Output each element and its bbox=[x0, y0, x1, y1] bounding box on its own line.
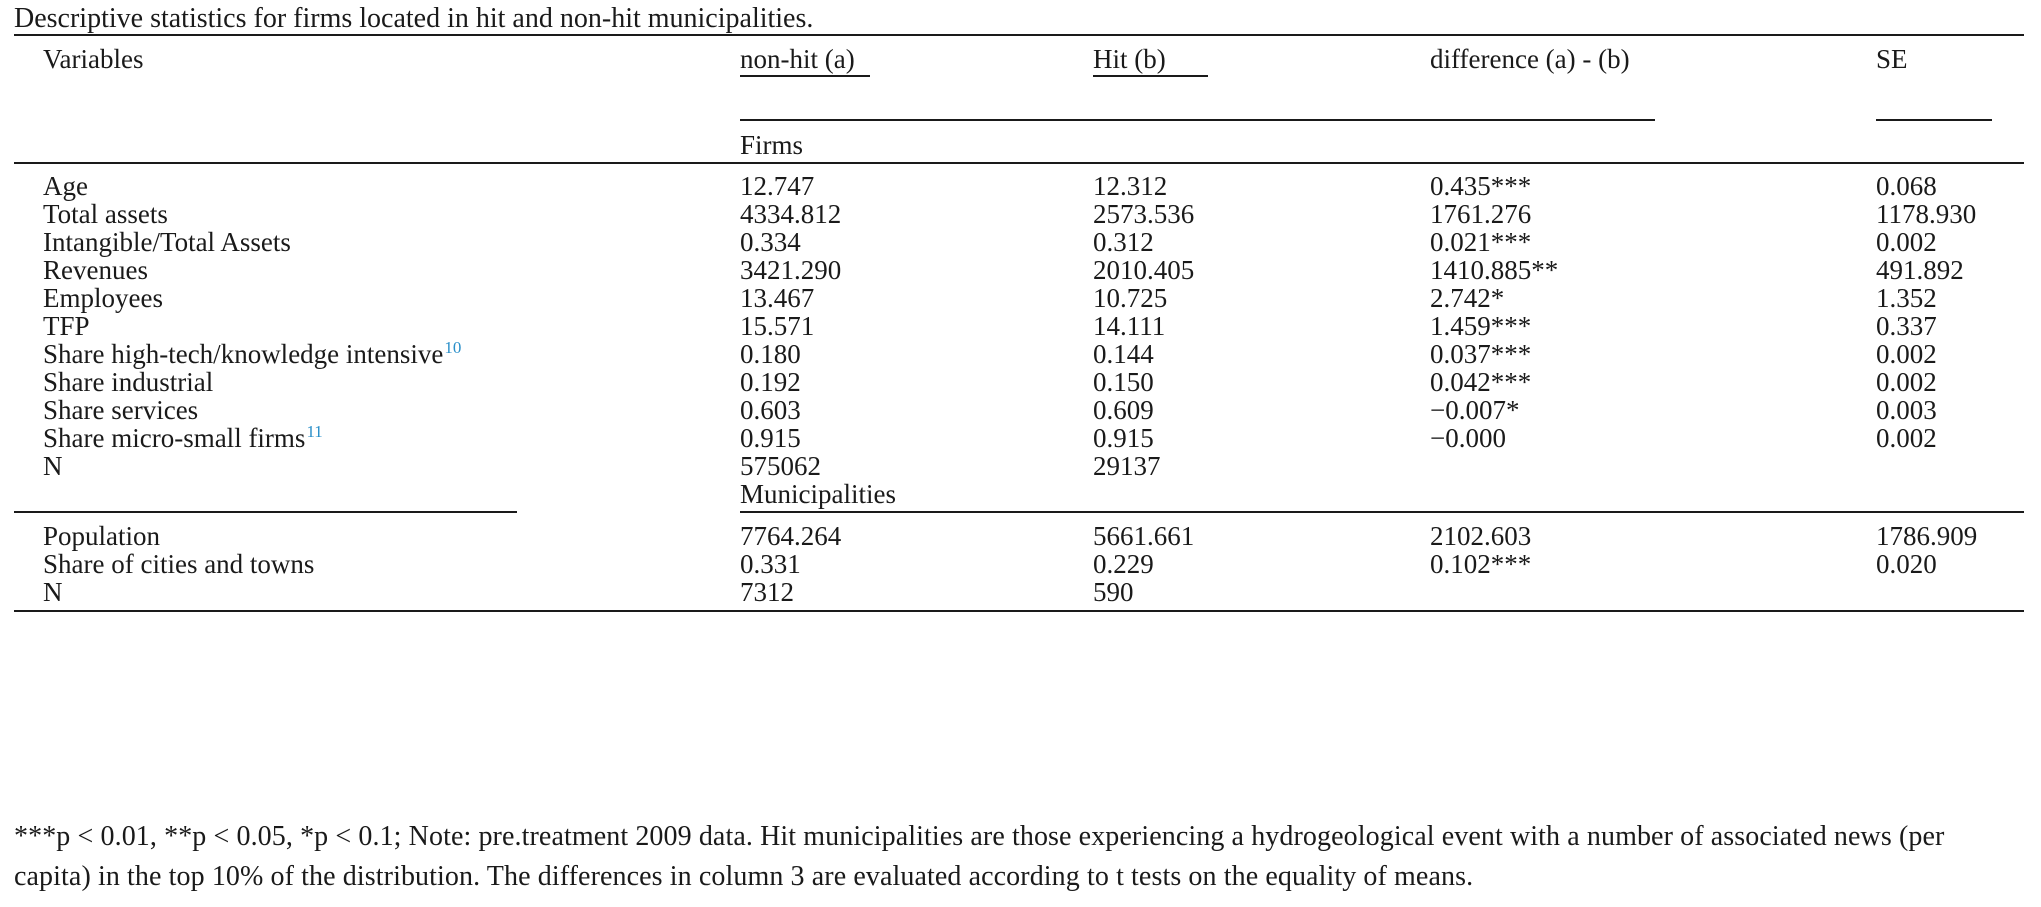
cell-nonhit: 0.603 bbox=[740, 395, 801, 425]
cell-se: 491.892 bbox=[1876, 255, 1964, 285]
row-label: N bbox=[43, 577, 63, 607]
row-label: Population bbox=[43, 521, 161, 551]
cell-diff: −0.007* bbox=[1430, 395, 1520, 425]
cell-hit: 10.725 bbox=[1093, 283, 1168, 313]
bottom-rule bbox=[14, 610, 2024, 612]
cell-nonhit: 7312 bbox=[740, 577, 794, 607]
top-rule bbox=[14, 34, 2024, 36]
cell-nonhit: 0.331 bbox=[740, 549, 801, 579]
cell-hit: 0.229 bbox=[1093, 549, 1154, 579]
cell-diff: 2.742* bbox=[1430, 283, 1505, 313]
cell-diff: −0.000 bbox=[1430, 423, 1506, 453]
row-label: Share high-tech/knowledge intensive bbox=[43, 339, 444, 369]
cell-se: 0.003 bbox=[1876, 395, 1937, 425]
cell-nonhit: 7764.264 bbox=[740, 521, 842, 551]
footnote-ref-11[interactable]: 11 bbox=[306, 422, 323, 441]
se-rule bbox=[1876, 119, 1992, 121]
cell-hit: 590 bbox=[1093, 577, 1134, 607]
cell-se: 1786.909 bbox=[1876, 521, 1978, 551]
header-hit: Hit (b) bbox=[1093, 44, 1166, 74]
cell-diff: 1.459*** bbox=[1430, 311, 1532, 341]
cell-diff: 1761.276 bbox=[1430, 199, 1532, 229]
row-label: Total assets bbox=[43, 199, 168, 229]
header-bottom-rule bbox=[14, 162, 2024, 164]
row-label: Employees bbox=[43, 283, 163, 313]
cell-hit: 0.609 bbox=[1093, 395, 1154, 425]
cell-diff: 0.021*** bbox=[1430, 227, 1532, 257]
cell-nonhit: 575062 bbox=[740, 451, 821, 481]
cell-diff: 0.042*** bbox=[1430, 367, 1532, 397]
cell-nonhit: 0.334 bbox=[740, 227, 801, 257]
table-footnote: ***p < 0.01, **p < 0.05, *p < 0.1; Note:… bbox=[14, 821, 1945, 892]
hit-underline bbox=[1093, 75, 1208, 77]
section-firms: Firms bbox=[740, 130, 804, 160]
cell-hit: 0.150 bbox=[1093, 367, 1154, 397]
cell-se: 0.002 bbox=[1876, 227, 1937, 257]
cell-hit: 12.312 bbox=[1093, 171, 1168, 201]
header-se: SE bbox=[1876, 44, 1908, 74]
cell-hit: 2573.536 bbox=[1093, 199, 1195, 229]
cell-se: 1178.930 bbox=[1876, 199, 1977, 229]
cell-diff: 0.037*** bbox=[1430, 339, 1532, 369]
header-difference: difference (a) - (b) bbox=[1430, 44, 1630, 74]
cell-se: 0.002 bbox=[1876, 367, 1937, 397]
cell-nonhit: 0.180 bbox=[740, 339, 801, 369]
cell-hit: 2010.405 bbox=[1093, 255, 1195, 285]
cell-nonhit: 4334.812 bbox=[740, 199, 842, 229]
row-label: Share of cities and towns bbox=[43, 549, 315, 579]
row-label-wrap: Share high-tech/knowledge intensive10 bbox=[43, 337, 461, 371]
cell-diff: 2102.603 bbox=[1430, 521, 1532, 551]
municipalities-rule-right bbox=[740, 511, 2024, 513]
cell-se: 0.002 bbox=[1876, 339, 1937, 369]
municipalities-rule-left bbox=[14, 511, 517, 513]
nonhit-underline bbox=[740, 75, 870, 77]
group-rule bbox=[740, 119, 1655, 121]
cell-nonhit: 0.192 bbox=[740, 367, 801, 397]
cell-diff: 0.435*** bbox=[1430, 171, 1532, 201]
footnote-ref-10[interactable]: 10 bbox=[444, 338, 462, 357]
section-municipalities: Municipalities bbox=[740, 479, 896, 509]
cell-hit: 14.111 bbox=[1093, 311, 1166, 341]
row-label: Share micro-small firms bbox=[43, 423, 306, 453]
cell-se: 1.352 bbox=[1876, 283, 1937, 313]
row-label-wrap: Share micro-small firms11 bbox=[43, 421, 323, 455]
cell-nonhit: 0.915 bbox=[740, 423, 801, 453]
row-label: Share services bbox=[43, 395, 199, 425]
header-nonhit: non-hit (a) bbox=[740, 44, 855, 74]
table-caption: Descriptive statistics for firms located… bbox=[14, 3, 814, 34]
header-variables: Variables bbox=[43, 44, 144, 74]
row-label: N bbox=[43, 451, 63, 481]
cell-diff: 0.102*** bbox=[1430, 549, 1532, 579]
cell-diff: 1410.885** bbox=[1430, 255, 1559, 285]
cell-nonhit: 15.571 bbox=[740, 311, 815, 341]
row-label: Intangible/Total Assets bbox=[43, 227, 291, 257]
row-label: TFP bbox=[43, 311, 90, 341]
cell-se: 0.002 bbox=[1876, 423, 1937, 453]
cell-hit: 0.312 bbox=[1093, 227, 1154, 257]
row-label: Share industrial bbox=[43, 367, 214, 397]
cell-se: 0.020 bbox=[1876, 549, 1937, 579]
cell-hit: 0.915 bbox=[1093, 423, 1154, 453]
cell-nonhit: 3421.290 bbox=[740, 255, 842, 285]
cell-nonhit: 13.467 bbox=[740, 283, 815, 313]
row-label: Revenues bbox=[43, 255, 148, 285]
cell-nonhit: 12.747 bbox=[740, 171, 815, 201]
cell-hit: 29137 bbox=[1093, 451, 1161, 481]
row-label: Age bbox=[43, 171, 88, 201]
cell-hit: 0.144 bbox=[1093, 339, 1154, 369]
cell-hit: 5661.661 bbox=[1093, 521, 1195, 551]
cell-se: 0.337 bbox=[1876, 311, 1937, 341]
cell-se: 0.068 bbox=[1876, 171, 1937, 201]
